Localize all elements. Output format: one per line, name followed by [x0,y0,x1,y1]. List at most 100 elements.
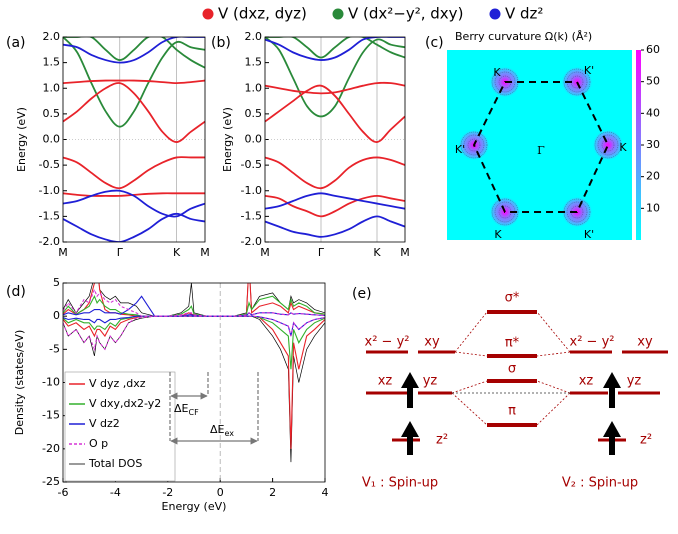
colorbar-title: Berry curvature Ω(k) (Å²) [455,30,592,43]
orbital-label: x² − y² [570,335,615,350]
site-label: V₁ : Spin-up [362,476,438,491]
series-line [265,194,405,218]
y-tick-label: -2.0 [241,235,262,248]
k-point-label: K [493,66,501,79]
curvature-spot [593,130,623,160]
x-tick-label: 4 [322,486,329,499]
x-tick-label: M [260,246,270,259]
y-tick-label: 2.0 [245,30,263,43]
series-line [265,37,405,61]
x-tick-label: 2 [269,486,276,499]
x-tick-label: M [58,246,68,259]
annotation: ΔECF [174,402,199,417]
contour [601,138,615,152]
y-tick-label: 1.5 [43,56,61,69]
y-tick-label: -1.0 [39,184,60,197]
y-tick-label: -0.5 [241,158,262,171]
legend-label: V dz2 [89,417,120,430]
connectors [451,311,571,426]
legend-label: V (dx²−y², dxy) [348,5,463,23]
legend-label: V (dxz, dyz) [218,5,307,23]
y-tick-label: -20 [42,442,60,455]
x-tick-label: M [200,246,210,259]
gamma-label: Γ [537,144,545,157]
legend-label: V dz² [505,5,543,23]
panel-label: (b) [211,35,231,51]
orbital-label: yz [627,374,642,389]
colorbar-tick-label: 40 [646,106,660,119]
contour [594,131,622,159]
orbital-label: xy [637,335,653,350]
contour [467,138,481,152]
k-point-label: K [619,141,627,154]
orbital-label: xz [579,374,594,389]
k-point-label: K [494,228,502,241]
y-axis-label: Energy (eV) [15,107,28,172]
series-line [63,79,205,85]
y-tick-label: 5 [53,276,60,289]
series-line [63,315,325,370]
y-tick-label: 2.0 [43,30,61,43]
y-tick-label: 0.0 [245,133,263,146]
contour [566,201,588,223]
y-tick-label: 1.0 [245,81,263,94]
spin-arrow [401,421,419,455]
y-tick-label: 0.5 [43,107,61,120]
series-line [265,81,405,95]
contour [463,134,485,156]
spin-arrow [401,372,419,408]
y-tick-label: -1.5 [241,209,262,222]
y-tick-label: -1.5 [39,209,60,222]
orbital-label: xy [424,335,440,350]
y-tick-label: 0.5 [245,107,263,120]
y-tick-label: -5 [49,342,60,355]
y-tick-label: 0 [53,309,60,322]
contour [597,134,619,156]
x-tick-label: Γ [117,246,124,259]
colorbar-tick-label: 50 [646,75,660,88]
k-point-label: K' [584,64,594,77]
y-tick-label: 1.0 [43,81,61,94]
orbital-label: z² [640,433,652,448]
level-label: σ [508,362,516,377]
contour [460,131,488,159]
panel-label: (c) [425,35,444,51]
site-label: V₂ : Spin-up [562,476,638,491]
annotation-sub: CF [188,408,199,417]
series-line [63,283,325,317]
series-line [265,215,405,238]
series-line [63,294,325,317]
annotation: ΔEex [210,423,234,438]
y-axis-label: Density (states/eV) [13,330,26,436]
annotation-main: ΔE [174,402,189,415]
brillouin-zone [472,81,610,213]
spin-arrow [603,372,621,408]
series-line [63,82,205,143]
level-label: σ* [505,291,520,306]
plot-frame [62,282,326,483]
x-tick-label: -6 [58,486,69,499]
legend-box [64,371,176,482]
series-line [265,37,405,118]
annotation-sub: ex [224,429,234,438]
x-tick-label: -2 [162,486,173,499]
x-tick-label: -4 [110,486,121,499]
legend-label: V dxy,dx2-y2 [89,397,161,410]
x-tick-label: K [173,246,181,259]
colorbar [636,50,641,240]
level-label: π* [505,336,520,351]
series-line [63,37,205,69]
y-tick-label: 1.5 [245,56,263,69]
series-line [265,192,405,210]
x-tick-label: K [373,246,381,259]
y-tick-label: -15 [42,409,60,422]
x-axis-label: Energy (eV) [162,500,227,513]
colorbar-tick-label: 30 [646,138,660,151]
series-line [63,283,325,317]
k-point-label: K' [455,143,465,156]
orbital-label: z² [436,433,448,448]
series-line [63,212,205,242]
y-tick-label: 0.0 [43,133,61,146]
legend-label: O p [89,437,108,450]
spin-arrow [603,421,621,455]
